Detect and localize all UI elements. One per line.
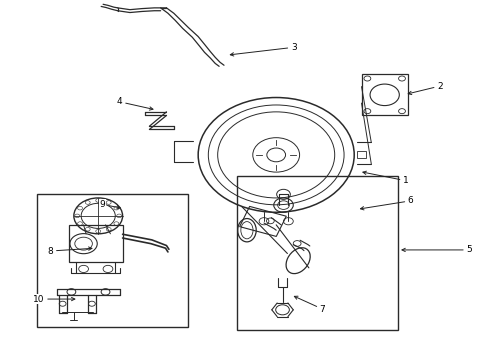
Text: 8: 8 — [47, 247, 92, 256]
Text: 5: 5 — [401, 246, 471, 255]
Text: 4: 4 — [117, 97, 153, 110]
Bar — [37, 194, 188, 327]
Text: 9: 9 — [100, 200, 120, 209]
Text: 10: 10 — [33, 294, 75, 303]
Bar — [69, 225, 122, 262]
Text: 2: 2 — [407, 82, 442, 95]
Text: 7: 7 — [294, 296, 325, 314]
Text: 1: 1 — [362, 171, 408, 185]
Text: 6: 6 — [360, 196, 413, 210]
Bar — [239, 206, 285, 237]
Bar — [361, 74, 407, 116]
Text: 3: 3 — [230, 43, 296, 56]
Bar — [356, 151, 366, 158]
Bar — [237, 176, 397, 330]
